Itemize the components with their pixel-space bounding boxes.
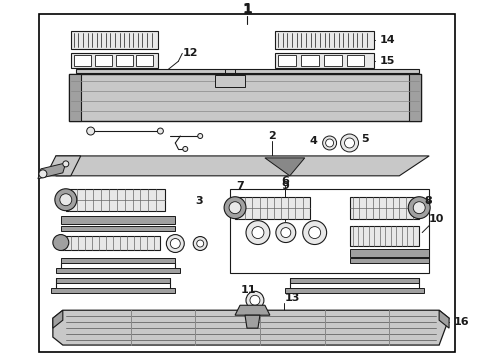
Circle shape <box>281 228 291 238</box>
Polygon shape <box>46 156 81 176</box>
Bar <box>39 14 455 352</box>
Polygon shape <box>349 226 419 246</box>
Polygon shape <box>69 74 81 121</box>
Text: 3: 3 <box>195 196 203 206</box>
Bar <box>349 258 429 264</box>
Circle shape <box>309 226 320 239</box>
Circle shape <box>53 235 69 251</box>
Polygon shape <box>51 288 175 293</box>
Polygon shape <box>409 74 421 121</box>
Bar <box>278 55 296 66</box>
Circle shape <box>252 226 264 239</box>
Circle shape <box>197 134 203 139</box>
Circle shape <box>157 128 163 134</box>
Circle shape <box>193 237 207 251</box>
Bar <box>116 55 132 66</box>
Bar <box>275 31 374 49</box>
Text: 11: 11 <box>240 285 256 295</box>
Polygon shape <box>53 310 449 345</box>
Polygon shape <box>439 310 449 328</box>
Circle shape <box>408 197 430 219</box>
Bar <box>137 55 153 66</box>
Polygon shape <box>235 305 270 315</box>
Polygon shape <box>349 197 419 219</box>
Bar <box>215 75 245 87</box>
Bar <box>61 226 175 231</box>
Circle shape <box>322 136 337 150</box>
Text: 2: 2 <box>268 131 276 141</box>
Bar <box>95 55 112 66</box>
Polygon shape <box>61 235 160 251</box>
Circle shape <box>171 239 180 248</box>
Text: 16: 16 <box>454 317 470 327</box>
Text: 1: 1 <box>242 1 252 15</box>
Text: 4: 4 <box>310 136 318 146</box>
Circle shape <box>413 202 425 213</box>
Polygon shape <box>38 163 66 179</box>
Polygon shape <box>56 278 171 283</box>
Text: 5: 5 <box>362 134 369 144</box>
Polygon shape <box>69 74 421 121</box>
Circle shape <box>326 139 334 147</box>
Circle shape <box>224 197 246 219</box>
Polygon shape <box>66 189 165 211</box>
Bar <box>230 189 429 273</box>
Circle shape <box>246 221 270 244</box>
Polygon shape <box>56 269 180 273</box>
Circle shape <box>196 240 204 247</box>
Text: 15: 15 <box>379 57 395 66</box>
Text: 14: 14 <box>379 35 395 45</box>
Circle shape <box>87 127 95 135</box>
Bar <box>71 31 158 49</box>
Bar <box>349 249 429 257</box>
Text: 8: 8 <box>424 196 432 206</box>
Text: 13: 13 <box>285 293 300 303</box>
Polygon shape <box>245 315 260 328</box>
Bar <box>275 53 374 68</box>
Circle shape <box>39 170 47 178</box>
Circle shape <box>303 221 327 244</box>
Circle shape <box>63 161 69 167</box>
Circle shape <box>250 295 260 305</box>
Circle shape <box>55 189 77 211</box>
Polygon shape <box>290 278 419 283</box>
Text: 9: 9 <box>281 181 289 191</box>
Text: 12: 12 <box>182 48 198 58</box>
Bar <box>301 55 318 66</box>
Text: 7: 7 <box>236 181 244 191</box>
Polygon shape <box>56 156 429 176</box>
Text: 1: 1 <box>242 3 252 17</box>
Polygon shape <box>265 158 305 176</box>
Polygon shape <box>285 288 424 293</box>
Polygon shape <box>61 258 175 264</box>
Polygon shape <box>235 197 310 219</box>
Text: 10: 10 <box>429 213 444 224</box>
Circle shape <box>229 202 241 213</box>
Bar <box>74 55 91 66</box>
Bar <box>61 216 175 224</box>
Polygon shape <box>76 69 419 73</box>
Circle shape <box>166 235 184 252</box>
Circle shape <box>276 222 296 243</box>
Text: 6: 6 <box>281 176 289 186</box>
Bar <box>324 55 342 66</box>
Circle shape <box>60 194 72 206</box>
Bar <box>346 55 365 66</box>
Circle shape <box>183 147 188 152</box>
Bar <box>71 53 158 68</box>
Circle shape <box>246 291 264 309</box>
Circle shape <box>344 138 354 148</box>
Circle shape <box>341 134 359 152</box>
Polygon shape <box>53 310 63 328</box>
